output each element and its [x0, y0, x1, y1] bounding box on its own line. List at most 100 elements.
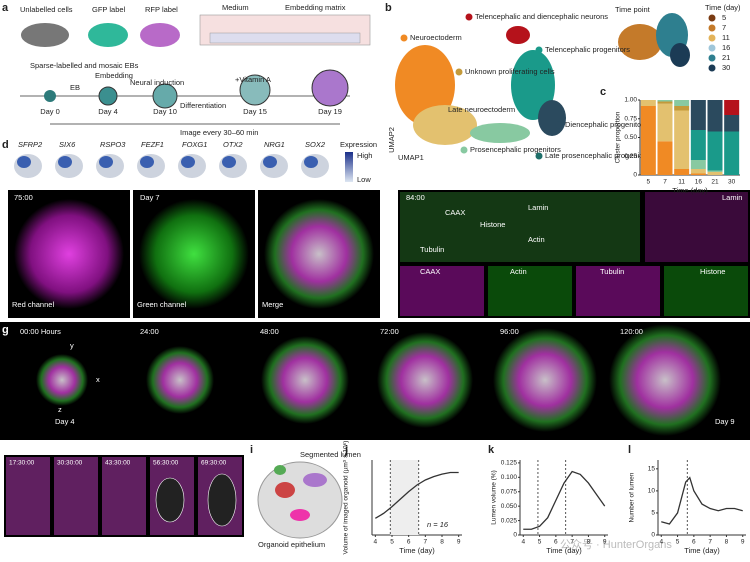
y-tick-label: 0.050: [501, 503, 518, 510]
panel-letter: k: [488, 444, 495, 456]
legend-title: Expression: [340, 140, 377, 149]
y-tick-label: 0: [633, 172, 637, 179]
axis-label: x: [96, 375, 100, 384]
y-tick-label: 0.50: [624, 134, 637, 141]
inset-label: CAAX: [420, 267, 440, 276]
day-label: Day 0: [40, 107, 60, 116]
timestamp: 24:00: [140, 327, 159, 336]
cluster-dot: [460, 146, 468, 154]
x-tick-label: 30: [728, 179, 736, 186]
y-tick-label: 1.00: [624, 97, 637, 104]
inset-label: Histone: [700, 267, 725, 276]
bar-segment: [640, 100, 656, 106]
x-axis-label: Time (day): [672, 186, 708, 195]
axis-label: z: [58, 405, 62, 414]
legend-label: 21: [722, 53, 730, 62]
expression-map: [263, 156, 277, 168]
cluster-label: Unknown proliferating cells: [465, 67, 555, 76]
annotation: n = 16: [427, 520, 449, 529]
panel-letter: f: [394, 192, 398, 204]
bar-segment: [657, 141, 673, 175]
gene-label: SIX6: [59, 140, 76, 149]
bar-segment: [640, 106, 656, 175]
a-label: Embedding: [95, 71, 133, 80]
panel-letter: h: [2, 444, 9, 456]
x-tick-label: 4: [374, 539, 378, 546]
cluster-label: Telencephalic and diencephalic neurons: [475, 12, 608, 21]
day-label: Day 10: [153, 107, 177, 116]
bar-segment: [724, 100, 740, 115]
x-tick-label: 8: [587, 539, 591, 546]
structure-label: Histone: [480, 220, 505, 229]
day-label: Day 4: [55, 417, 75, 426]
x-tick-label: 21: [711, 179, 719, 186]
x-tick-label: 7: [424, 539, 428, 546]
x-tick-label: 7: [570, 539, 574, 546]
x-tick-label: 6: [554, 539, 558, 546]
inset-label: Lamin: [722, 193, 742, 202]
watermark: 公众号 · HunterOrgans: [560, 538, 672, 551]
line: [661, 476, 743, 525]
line: [523, 470, 606, 530]
bar-segment: [707, 172, 723, 175]
timestamp: 43:30:00: [105, 460, 131, 467]
x-tick-label: 7: [663, 179, 667, 186]
panel-letter: i: [250, 444, 253, 456]
i-label: Segmented lumen: [300, 450, 361, 459]
panel-letter: b: [385, 2, 392, 14]
cluster-dot: [465, 13, 473, 21]
timestamp: 48:00: [260, 327, 279, 336]
x-tick-label: 9: [603, 539, 607, 546]
caption: Merge: [262, 300, 283, 309]
expression-map: [58, 156, 72, 168]
legend-label: High: [357, 151, 372, 160]
line: [374, 471, 459, 519]
cluster-label: Telencephalic progenitors: [545, 45, 630, 54]
legend-title: Time (day): [705, 3, 741, 12]
bar-segment: [674, 106, 690, 111]
day-label: Day 4: [98, 107, 118, 116]
y-tick-label: 0: [651, 532, 655, 539]
legend-title: Time point: [615, 5, 651, 14]
gene-label: SFRP2: [18, 140, 43, 149]
legend-label: 30: [722, 63, 730, 72]
x-tick-label: 5: [538, 539, 542, 546]
expression-map: [140, 156, 154, 168]
inset-label: Actin: [510, 267, 527, 276]
timestamp: 17:30:00: [9, 460, 35, 467]
timestamp: 69:30:00: [201, 460, 227, 467]
structure-label: Lamin: [528, 203, 548, 212]
timestamp: 56:30:00: [153, 460, 179, 467]
bar-segment: [690, 173, 706, 175]
a-label: GFP label: [92, 5, 126, 14]
bar-segment: [657, 103, 673, 142]
panel-letter: j: [344, 444, 348, 456]
axis-label: UMAP1: [398, 153, 424, 162]
a-label: Embedding matrix: [285, 3, 346, 12]
a-label: Neural induction: [130, 78, 184, 87]
x-tick-label: 5: [647, 179, 651, 186]
y-tick-label: 0.100: [501, 474, 518, 481]
cluster-label: Diencephalic progenitors: [565, 120, 648, 129]
x-tick-label: 16: [695, 179, 703, 186]
axis-label: y: [70, 341, 74, 350]
legend-label: 5: [722, 13, 726, 22]
expression-map: [222, 156, 236, 168]
caption: Green channel: [137, 300, 187, 309]
y-axis-label: Volume of imaged organoid (µm³ × 10⁶): [343, 441, 350, 555]
caption: Red channel: [12, 300, 54, 309]
y-tick-label: 0: [513, 532, 517, 539]
a-label: Image every 30–60 min: [180, 128, 258, 137]
x-tick-label: 8: [440, 539, 444, 546]
day-label: Day 19: [318, 107, 342, 116]
a-label: Differentiation: [180, 101, 226, 110]
panel-letter: c: [600, 86, 606, 98]
x-tick-label: 4: [659, 539, 663, 546]
expression-map: [99, 156, 113, 168]
cluster-label: Neuroectoderm: [410, 33, 462, 42]
cluster-dot: [555, 121, 563, 129]
timestamp: 30:30:00: [57, 460, 83, 467]
legend-swatch: [708, 34, 716, 42]
legend-label: Low: [357, 175, 371, 184]
